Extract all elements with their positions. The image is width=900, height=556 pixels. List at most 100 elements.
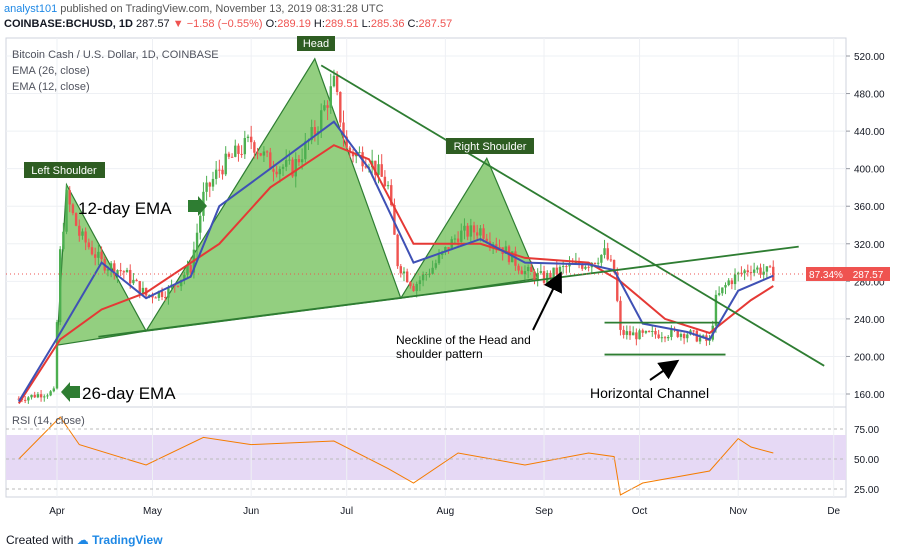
ohlc-line: COINBASE:BCHUSD, 1D 287.57 ▼ −1.58 (−0.5… — [4, 18, 453, 30]
x-tick-label: Jun — [243, 506, 259, 517]
candle-body — [275, 171, 278, 175]
ema12-line — [17, 120, 774, 403]
candle-body — [657, 334, 660, 339]
candle-body — [530, 266, 533, 272]
candle-body — [304, 141, 307, 160]
candle-body — [762, 271, 765, 275]
candle-body — [281, 166, 285, 169]
candle-body — [740, 272, 743, 274]
candle-body — [374, 160, 377, 175]
candle-body — [39, 394, 43, 398]
candle-body — [90, 247, 94, 255]
candle-body — [517, 265, 520, 271]
candle-body — [106, 269, 110, 271]
candle-body — [189, 265, 192, 273]
candle-body — [164, 296, 167, 298]
neckline-annotation-line1: Neckline of the Head and — [396, 333, 531, 347]
candle-body — [342, 122, 345, 137]
neckline-annotation-line2: shoulder pattern — [396, 347, 483, 361]
candle-body — [246, 136, 250, 139]
y-tick-label: 480.00 — [854, 90, 885, 101]
candle-body — [278, 168, 282, 175]
candle-body — [600, 254, 603, 263]
candle-body — [253, 142, 256, 153]
candle-body — [160, 291, 164, 297]
candle-body — [313, 127, 317, 135]
candle-body — [297, 159, 301, 163]
candle-body — [358, 152, 361, 154]
candle-body — [526, 266, 530, 272]
candle-body — [46, 395, 49, 397]
candle-body — [23, 399, 27, 401]
candle-body — [606, 248, 609, 260]
candle-body — [199, 215, 202, 233]
candle-body — [329, 86, 332, 108]
candle-body — [746, 270, 749, 273]
candle-body — [476, 232, 479, 236]
candle-body — [234, 145, 237, 157]
x-tick-label: May — [143, 506, 162, 517]
candle-body — [154, 297, 157, 299]
candle-body — [52, 388, 56, 392]
price-change: −1.58 (−0.55%) — [186, 18, 263, 30]
candle-body — [733, 274, 737, 285]
percent-badge — [806, 267, 846, 281]
candle-body — [635, 332, 638, 340]
candle-body — [717, 293, 721, 295]
candle-body — [647, 331, 651, 333]
candle-body — [679, 334, 683, 337]
ema26-line — [17, 144, 774, 404]
candle-body — [122, 271, 126, 273]
candle-body — [641, 330, 644, 333]
candle-body — [335, 75, 339, 92]
candle-body — [43, 396, 46, 398]
candle-body — [240, 153, 243, 155]
candle-body — [36, 394, 40, 398]
candle-body — [584, 266, 587, 269]
candle-body — [68, 190, 71, 205]
x-tick-label: Jul — [340, 506, 353, 517]
candle-body — [714, 294, 718, 326]
x-axis: Apr May Jun Jul Aug Sep Oct Nov De — [49, 506, 840, 517]
descending-trendline — [320, 64, 825, 367]
candle-body — [125, 269, 129, 273]
candle-body — [380, 164, 383, 177]
down-arrow-icon: ▼ — [172, 18, 184, 30]
candle-body — [428, 273, 431, 275]
candle-body — [390, 185, 393, 206]
candle-body — [721, 287, 724, 294]
candle-body — [466, 225, 469, 237]
candle-body — [768, 266, 772, 268]
candle-body — [87, 242, 91, 248]
candle-body — [176, 285, 180, 287]
candle-body — [269, 152, 272, 170]
candle-body — [756, 267, 759, 270]
created-with-text: Created with — [6, 533, 74, 547]
candle-body — [463, 225, 466, 231]
candle-body — [654, 330, 657, 335]
rsi-line — [18, 416, 774, 496]
high-value: 289.51 — [324, 18, 359, 30]
candle-body — [27, 397, 30, 401]
x-tick-label: Oct — [632, 506, 648, 517]
candle-body — [539, 271, 543, 273]
tradingview-brand[interactable]: TradingView — [92, 533, 163, 547]
candle-body — [332, 75, 336, 87]
right-shoulder-tag — [446, 138, 534, 154]
left-shoulder-tag — [24, 162, 105, 178]
candle-body — [230, 156, 234, 158]
candle-body — [670, 328, 673, 337]
y-tick-label: 400.00 — [854, 165, 885, 176]
x-tick-label: Apr — [49, 506, 65, 517]
candle-body — [603, 248, 606, 255]
chart-header: analyst101 published on TradingView.com,… — [4, 2, 452, 32]
candle-body — [421, 274, 425, 281]
y-tick-label: 160.00 — [854, 390, 885, 401]
legend-ema26: EMA (26, close) — [12, 65, 90, 77]
candle-body — [195, 232, 199, 250]
y-tick-label: 320.00 — [854, 240, 885, 251]
percent-label: 87.34% — [809, 270, 843, 281]
candle-body — [612, 259, 616, 273]
author-link[interactable]: analyst101 — [4, 3, 58, 15]
